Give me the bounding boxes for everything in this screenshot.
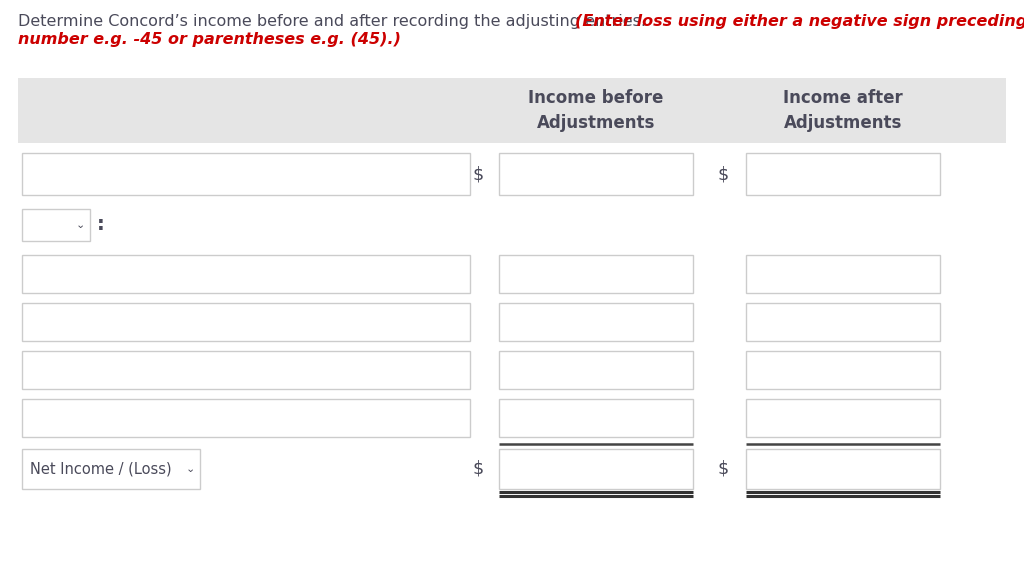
Text: ⌄: ⌄ [185, 464, 195, 474]
FancyBboxPatch shape [22, 153, 470, 195]
Text: Net Income / (Loss): Net Income / (Loss) [30, 462, 172, 477]
Text: (Enter loss using either a negative sign preceding the: (Enter loss using either a negative sign… [575, 14, 1024, 29]
FancyBboxPatch shape [499, 153, 693, 195]
Text: Income before
Adjustments: Income before Adjustments [528, 89, 664, 132]
FancyBboxPatch shape [22, 351, 470, 389]
FancyBboxPatch shape [746, 449, 940, 489]
Text: :: : [97, 215, 104, 235]
FancyBboxPatch shape [746, 153, 940, 195]
Text: $: $ [718, 460, 729, 478]
Text: Determine Concord’s income before and after recording the adjusting entries.: Determine Concord’s income before and af… [18, 14, 651, 29]
Text: number e.g. -45 or parentheses e.g. (45).): number e.g. -45 or parentheses e.g. (45)… [18, 32, 401, 47]
Text: ⌄: ⌄ [76, 220, 85, 230]
Text: $: $ [473, 165, 484, 183]
FancyBboxPatch shape [746, 399, 940, 437]
FancyBboxPatch shape [22, 303, 470, 341]
FancyBboxPatch shape [746, 303, 940, 341]
FancyBboxPatch shape [499, 303, 693, 341]
FancyBboxPatch shape [22, 255, 470, 293]
FancyBboxPatch shape [499, 255, 693, 293]
FancyBboxPatch shape [18, 78, 1006, 143]
FancyBboxPatch shape [746, 255, 940, 293]
FancyBboxPatch shape [499, 399, 693, 437]
FancyBboxPatch shape [746, 351, 940, 389]
Text: $: $ [718, 165, 729, 183]
FancyBboxPatch shape [22, 399, 470, 437]
FancyBboxPatch shape [499, 449, 693, 489]
FancyBboxPatch shape [22, 449, 200, 489]
FancyBboxPatch shape [499, 351, 693, 389]
FancyBboxPatch shape [22, 209, 90, 241]
Text: Income after
Adjustments: Income after Adjustments [783, 89, 903, 132]
Text: $: $ [473, 460, 484, 478]
